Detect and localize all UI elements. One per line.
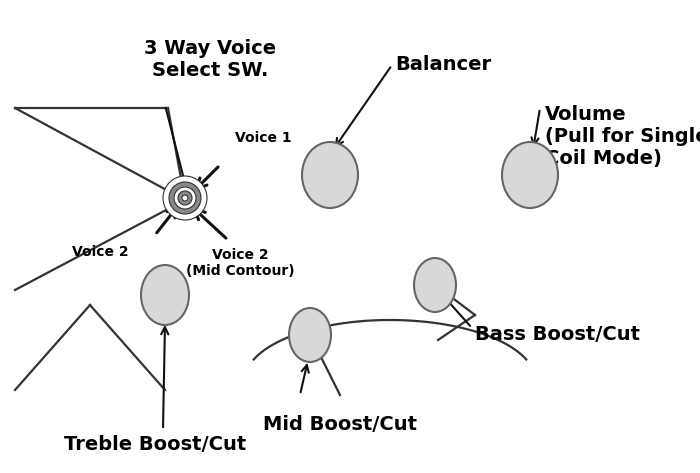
Text: Volume
(Pull for Single
Coil Mode): Volume (Pull for Single Coil Mode) — [545, 105, 700, 168]
Text: Voice 2
(Mid Contour): Voice 2 (Mid Contour) — [186, 248, 294, 278]
Text: Mid Boost/Cut: Mid Boost/Cut — [263, 415, 417, 434]
Text: 3 Way Voice
Select SW.: 3 Way Voice Select SW. — [144, 39, 276, 80]
Ellipse shape — [502, 142, 558, 208]
Text: Voice 1: Voice 1 — [235, 131, 292, 145]
Ellipse shape — [182, 195, 188, 201]
Ellipse shape — [302, 142, 358, 208]
Ellipse shape — [141, 265, 189, 325]
Ellipse shape — [163, 176, 207, 220]
Ellipse shape — [289, 308, 331, 362]
Text: Balancer: Balancer — [395, 55, 491, 74]
Ellipse shape — [174, 187, 196, 209]
Ellipse shape — [169, 182, 201, 214]
Text: Voice 2: Voice 2 — [71, 245, 128, 259]
Ellipse shape — [178, 191, 192, 205]
Text: Treble Boost/Cut: Treble Boost/Cut — [64, 435, 246, 454]
Ellipse shape — [414, 258, 456, 312]
Text: Bass Boost/Cut: Bass Boost/Cut — [475, 325, 640, 344]
